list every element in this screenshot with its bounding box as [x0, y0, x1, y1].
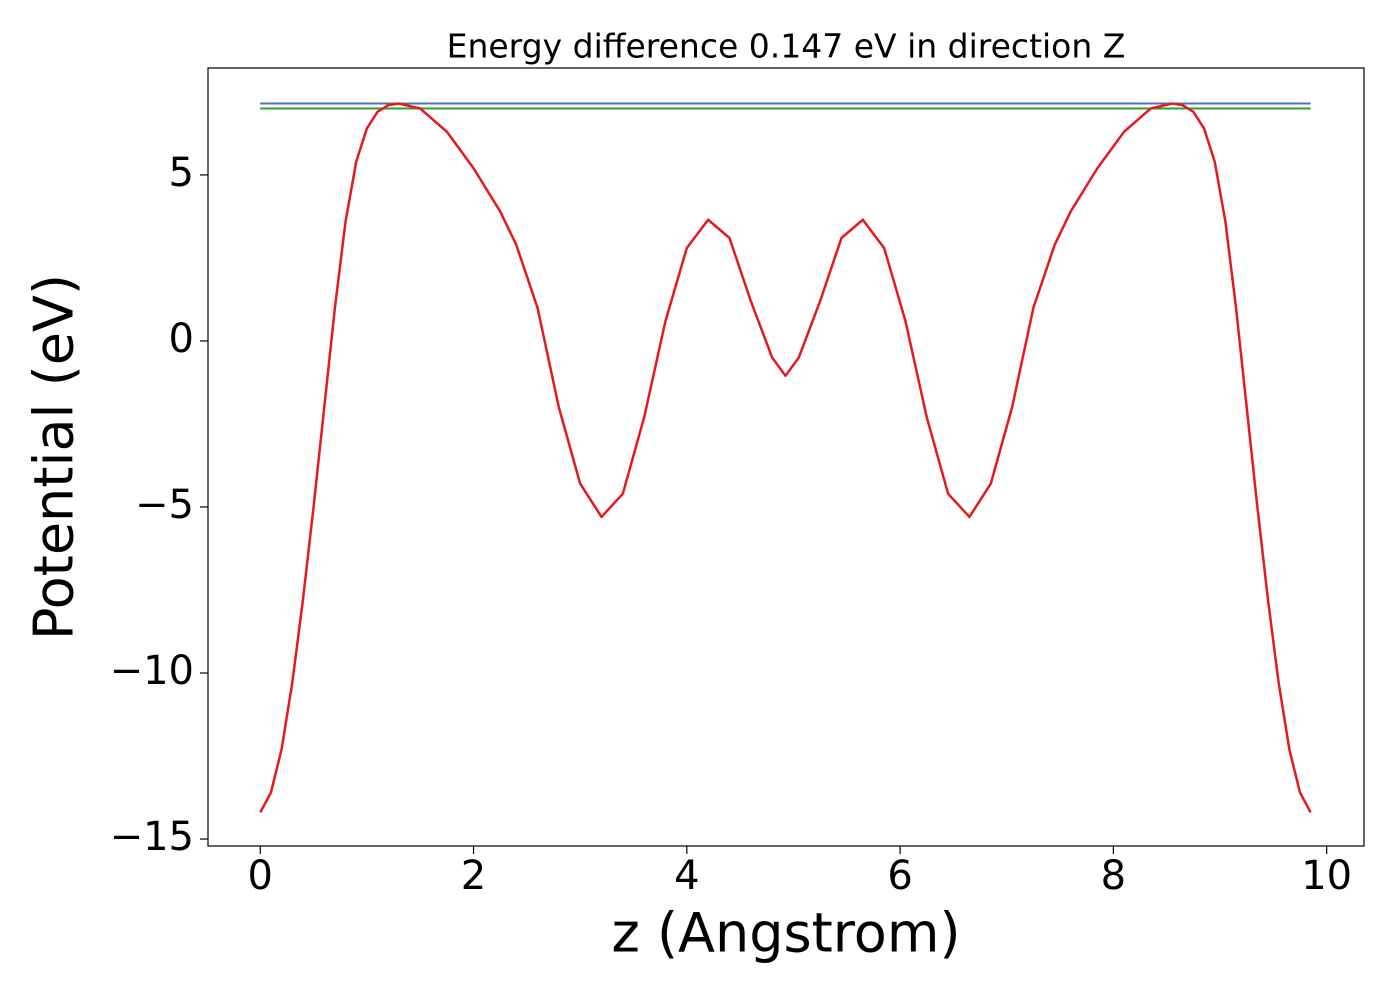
- chart-title: Energy difference 0.147 eV in direction …: [447, 27, 1126, 66]
- x-tick-label: 6: [887, 853, 912, 899]
- y-tick-label: 0: [169, 316, 194, 362]
- y-tick-label: −5: [135, 482, 194, 528]
- x-tick-label: 4: [674, 853, 699, 899]
- y-tick-label: 5: [169, 150, 194, 196]
- y-tick-label: −15: [110, 814, 194, 860]
- x-tick-label: 0: [248, 853, 273, 899]
- plot-frame: [207, 67, 1365, 847]
- y-tick-label: −10: [110, 648, 194, 694]
- x-tick-label: 10: [1301, 853, 1352, 899]
- x-tick-label: 2: [461, 853, 486, 899]
- series-line: [259, 102, 1312, 814]
- x-axis-label: z (Angstrom): [611, 902, 960, 965]
- y-axis-label: Potential (eV): [23, 274, 86, 640]
- x-tick-label: 8: [1101, 853, 1126, 899]
